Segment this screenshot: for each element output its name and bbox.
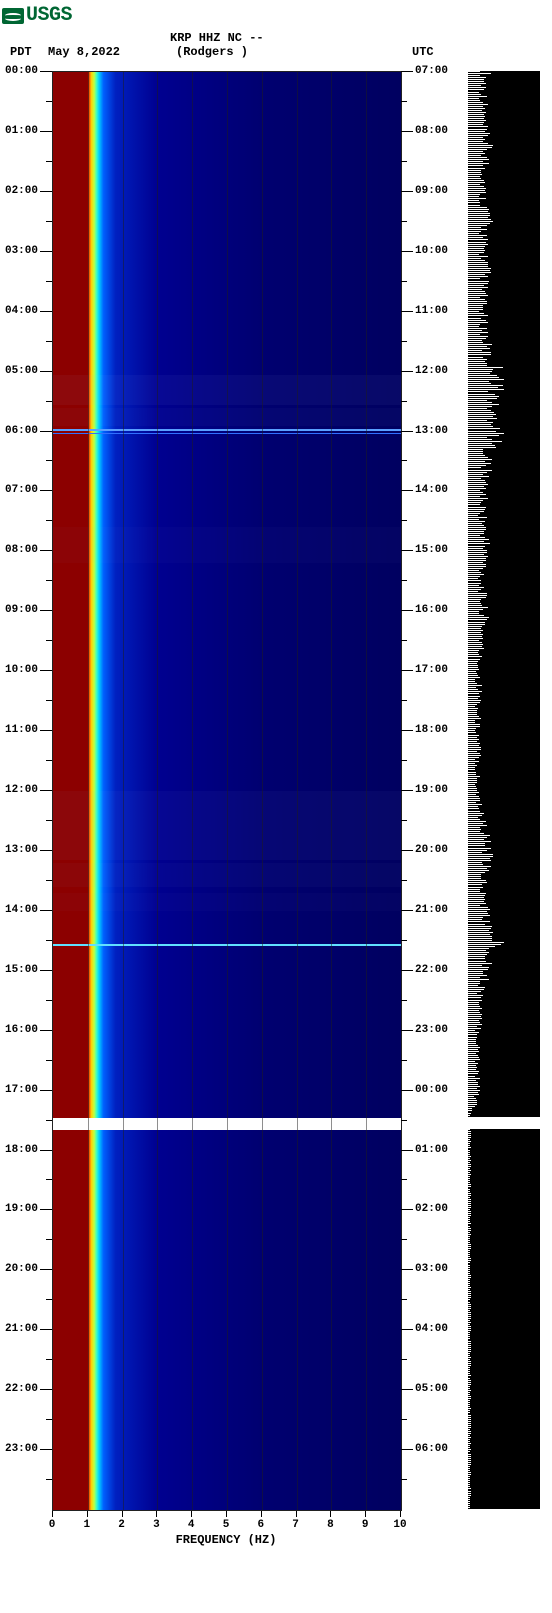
- right-time-tick-label: 20:00: [415, 844, 448, 856]
- left-time-tick-label: 07:00: [5, 484, 38, 496]
- right-time-tick-label: 13:00: [415, 425, 448, 437]
- right-time-tick-label: 21:00: [415, 904, 448, 916]
- x-axis-title: FREQUENCY (HZ): [176, 1533, 277, 1547]
- frequency-axis: FREQUENCY (HZ) 012345678910: [52, 1511, 400, 1551]
- right-time-tick-label: 22:00: [415, 964, 448, 976]
- right-time-tick-label: 04:00: [415, 1323, 448, 1335]
- right-time-tick-label: 00:00: [415, 1084, 448, 1096]
- right-time-axis: 07:0008:0009:0010:0011:0012:0013:0014:00…: [401, 71, 461, 1509]
- right-time-tick-label: 02:00: [415, 1203, 448, 1215]
- x-tick-label: 6: [257, 1519, 264, 1531]
- right-time-tick-label: 16:00: [415, 604, 448, 616]
- x-tick-label: 0: [49, 1519, 56, 1531]
- right-time-tick-label: 08:00: [415, 125, 448, 137]
- right-time-tick-label: 19:00: [415, 784, 448, 796]
- pdt-label: PDT: [10, 45, 32, 59]
- left-time-tick-label: 14:00: [5, 904, 38, 916]
- left-time-tick-label: 16:00: [5, 1024, 38, 1036]
- usgs-logo-mark: [2, 8, 24, 24]
- x-tick-label: 1: [83, 1519, 90, 1531]
- x-tick-label: 4: [188, 1519, 195, 1531]
- left-time-tick-label: 01:00: [5, 125, 38, 137]
- left-time-tick-label: 10:00: [5, 664, 38, 676]
- left-time-tick-label: 17:00: [5, 1084, 38, 1096]
- left-time-tick-label: 15:00: [5, 964, 38, 976]
- chart-date: May 8,2022: [48, 45, 120, 59]
- left-time-tick-label: 03:00: [5, 245, 38, 257]
- right-time-tick-label: 17:00: [415, 664, 448, 676]
- left-time-tick-label: 02:00: [5, 185, 38, 197]
- right-time-tick-label: 15:00: [415, 544, 448, 556]
- waveform-panel: [468, 71, 540, 1509]
- right-time-tick-label: 09:00: [415, 185, 448, 197]
- usgs-logo: USGS: [0, 0, 552, 31]
- right-time-tick-label: 11:00: [415, 305, 448, 317]
- spectrogram-chart: 00:00 01:00 02:00 03:00 04:00 05:00 06:00 07:00…: [0, 71, 552, 1564]
- right-time-tick-label: 23:00: [415, 1024, 448, 1036]
- left-time-tick-label: 00:00: [5, 65, 38, 77]
- right-time-tick-label: 01:00: [415, 1144, 448, 1156]
- x-tick-label: 3: [153, 1519, 160, 1531]
- utc-label: UTC: [412, 45, 434, 59]
- x-tick-label: 5: [223, 1519, 230, 1531]
- left-time-tick-label: 18:00: [5, 1144, 38, 1156]
- x-tick-label: 8: [327, 1519, 334, 1531]
- right-time-tick-label: 12:00: [415, 365, 448, 377]
- left-time-tick-label: 04:00: [5, 305, 38, 317]
- usgs-logo-text: USGS: [26, 4, 72, 27]
- right-time-tick-label: 03:00: [415, 1263, 448, 1275]
- x-tick-label: 2: [118, 1519, 125, 1531]
- x-tick-label: 7: [292, 1519, 299, 1531]
- chart-header: PDT May 8,2022 KRP HHZ NC -- (Rodgers ) …: [0, 31, 552, 65]
- left-time-tick-label: 23:00: [5, 1443, 38, 1455]
- left-time-tick-label: 09:00: [5, 604, 38, 616]
- left-time-tick-label: 06:00: [5, 425, 38, 437]
- left-time-tick-label: 22:00: [5, 1383, 38, 1395]
- left-time-tick-label: 05:00: [5, 365, 38, 377]
- left-time-tick-label: 21:00: [5, 1323, 38, 1335]
- spectrogram-grid: [53, 72, 401, 1510]
- right-time-tick-label: 05:00: [415, 1383, 448, 1395]
- right-time-tick-label: 07:00: [415, 65, 448, 77]
- right-time-tick-label: 06:00: [415, 1443, 448, 1455]
- station-id: KRP HHZ NC --: [170, 31, 264, 45]
- right-time-tick-label: 14:00: [415, 484, 448, 496]
- x-tick-label: 10: [393, 1519, 406, 1531]
- left-time-tick-label: 08:00: [5, 544, 38, 556]
- right-time-tick-label: 10:00: [415, 245, 448, 257]
- left-time-tick-label: 20:00: [5, 1263, 38, 1275]
- spectrogram-plot: [52, 71, 402, 1511]
- left-time-tick-label: 11:00: [5, 724, 38, 736]
- left-time-axis: 00:0001:0002:0003:0004:0005:0006:0007:00…: [0, 71, 52, 1509]
- right-time-tick-label: 18:00: [415, 724, 448, 736]
- left-time-tick-label: 12:00: [5, 784, 38, 796]
- station-location: (Rodgers ): [176, 45, 248, 59]
- x-tick-label: 9: [362, 1519, 369, 1531]
- left-time-tick-label: 13:00: [5, 844, 38, 856]
- left-time-tick-label: 19:00: [5, 1203, 38, 1215]
